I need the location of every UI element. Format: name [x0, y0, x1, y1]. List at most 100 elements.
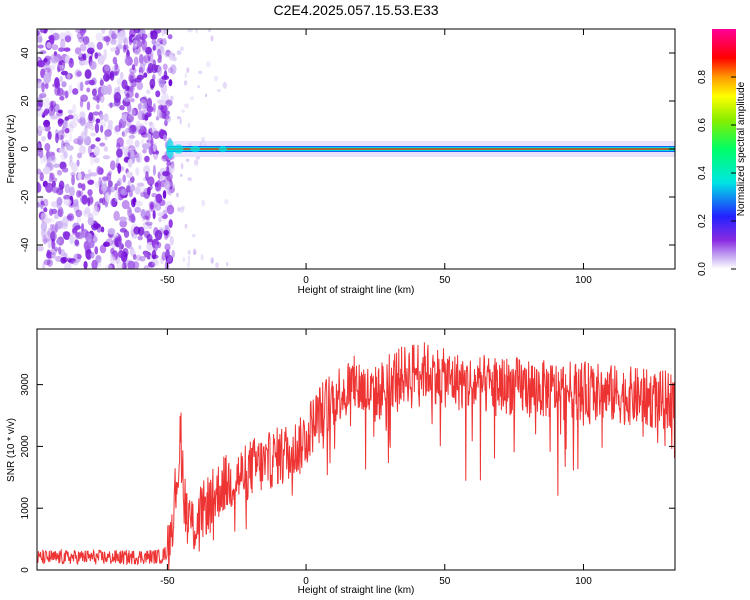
spectrogram-panel: -50 0 50 100 -40 -20 0 20 40 Height of straight …	[6, 28, 676, 296]
heatmap-cell	[226, 261, 229, 267]
heatmap-cell	[63, 198, 72, 206]
heatmap-cell	[127, 260, 136, 269]
heatmap-cell	[142, 215, 149, 220]
heatmap-cell	[200, 253, 204, 261]
heatmap-cell	[40, 221, 48, 232]
heatmap-cell	[165, 249, 170, 260]
heatmap-cell	[137, 109, 145, 121]
heatmap-cell	[141, 131, 148, 138]
heatmap-cell	[138, 245, 142, 250]
heatmap-cell	[119, 219, 128, 228]
heatmap-cell	[104, 134, 108, 141]
heatmap-cell	[210, 257, 214, 264]
heatmap-cell	[128, 124, 136, 135]
heatmap-cell	[49, 218, 55, 223]
heatmap-cell	[87, 145, 93, 155]
heatmap-cell	[77, 81, 81, 92]
heatmap-cell	[155, 150, 160, 155]
heatmap-cell	[78, 36, 85, 43]
heatmap-cell	[47, 240, 52, 249]
heatmap-signal-blob	[190, 145, 201, 153]
heatmap-cell	[59, 147, 65, 153]
heatmap-cell	[144, 113, 148, 121]
heatmap-cell	[117, 30, 126, 41]
heatmap-cell	[179, 207, 185, 214]
heatmap-cell	[122, 44, 127, 53]
heatmap-cell	[115, 44, 123, 50]
heatmap-cell	[84, 69, 92, 80]
heatmap-cell	[97, 54, 105, 65]
heatmap-cell	[51, 56, 60, 64]
heatmap-cell	[58, 180, 65, 190]
heatmap-cell	[128, 209, 132, 214]
heatmap-cell	[57, 118, 64, 125]
heatmap-cell	[68, 234, 75, 243]
heatmap-cell	[58, 220, 64, 229]
heatmap-cell	[130, 98, 135, 103]
heatmap-cell	[41, 234, 49, 244]
snr-frame	[36, 328, 676, 571]
spectrogram-xlabel: Height of straight line (km)	[298, 285, 415, 296]
heatmap-cell	[148, 224, 153, 230]
heatmap-cell	[77, 172, 82, 181]
heatmap-cell	[89, 61, 97, 70]
heatmap-cell	[42, 154, 47, 163]
heatmap-cell	[43, 259, 51, 266]
heatmap-cell	[103, 113, 109, 122]
heatmap-cell	[135, 200, 143, 207]
heatmap-cell	[87, 217, 94, 226]
heatmap-cell	[84, 135, 91, 145]
heatmap-cell	[216, 88, 221, 93]
heatmap-cell	[121, 131, 125, 137]
heatmap-cell	[50, 101, 54, 112]
snr-series-line	[37, 342, 675, 570]
heatmap-cell	[51, 180, 56, 188]
heatmap-cell	[39, 95, 43, 102]
heatmap-cell	[62, 167, 69, 173]
heatmap-cell	[182, 257, 186, 263]
heatmap-cell	[134, 92, 139, 99]
heatmap-cell	[46, 258, 53, 267]
heatmap-cell	[71, 174, 75, 186]
heatmap-cell	[119, 105, 125, 111]
heatmap-cell	[49, 230, 57, 242]
heatmap-cell	[187, 177, 192, 181]
heatmap-cell	[155, 90, 161, 98]
heatmap-cell	[157, 37, 164, 43]
heatmap-cell	[81, 59, 90, 65]
heatmap-cell	[157, 57, 162, 64]
heatmap-cell	[105, 238, 114, 247]
heatmap-cell	[37, 106, 44, 118]
heatmap-signal-line	[166, 139, 675, 159]
heatmap-cell	[139, 62, 146, 74]
heatmap-cell	[197, 85, 200, 89]
heatmap-cell	[54, 246, 59, 252]
snr-ytick-label: 2000	[20, 435, 31, 458]
heatmap-cell	[37, 36, 43, 43]
heatmap-cell	[93, 94, 102, 102]
heatmap-cell	[43, 198, 49, 207]
heatmap-cell	[175, 192, 179, 198]
heatmap-cell	[95, 104, 100, 110]
heatmap-cell	[164, 119, 168, 127]
heatmap-cell	[142, 33, 148, 40]
heatmap-cell	[166, 103, 170, 109]
heatmap-cell	[152, 164, 157, 176]
heatmap-cell	[95, 254, 102, 264]
spectrogram-xtick-label: -50	[160, 275, 175, 286]
heatmap-cell	[163, 229, 169, 236]
spectrogram-ytick-label: 0	[20, 146, 31, 152]
heatmap-cell	[47, 29, 55, 34]
heatmap-cell	[122, 174, 127, 183]
heatmap-cell	[84, 249, 92, 256]
heatmap-cell	[166, 161, 172, 166]
heatmap-cell	[89, 172, 98, 177]
heatmap-cell	[113, 233, 119, 239]
heatmap-cell	[86, 101, 91, 111]
heatmap-cell	[151, 64, 158, 74]
heatmap-cell	[96, 165, 102, 175]
heatmap-cell	[201, 199, 206, 207]
heatmap-cell	[147, 133, 152, 140]
heatmap-cell	[181, 109, 185, 113]
